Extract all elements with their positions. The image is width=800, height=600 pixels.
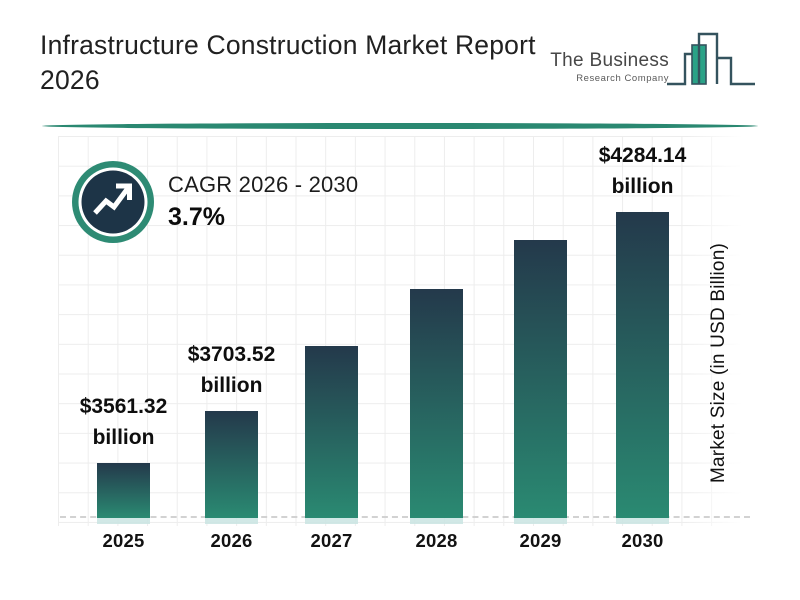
bar-value-unit: billion (92, 426, 155, 449)
bar-2027 (305, 346, 358, 518)
x-axis-label-2029: 2029 (519, 530, 562, 551)
bar-reflection-2028 (410, 518, 463, 524)
trend-up-arrow-icon (93, 183, 132, 215)
bar-value-amount: $3561.32 (79, 395, 168, 418)
bar-2030 (616, 212, 669, 518)
x-axis-label-2030: 2030 (621, 530, 664, 551)
logo-subtext: Research Company (576, 73, 669, 84)
bar-2025 (97, 463, 150, 518)
bar-reflection-2026 (205, 518, 258, 524)
grid-fade (686, 136, 756, 526)
bar-value-amount: $4284.14 (598, 144, 687, 167)
cagr-value: 3.7% (168, 203, 225, 231)
bar-value-label-2025: $3561.32 billion (39, 391, 209, 453)
bar-2026 (205, 411, 258, 518)
y-axis-label: Market Size (in USD Billion) (708, 243, 729, 483)
page-title: Infrastructure Construction Market Repor… (40, 28, 600, 98)
divider-line (42, 123, 758, 129)
page-title-line1: Infrastructure Construction Market Repor… (40, 30, 536, 60)
bar-reflection-2025 (97, 518, 150, 524)
bar-value-label-2026: $3703.52 billion (147, 339, 317, 401)
bar-value-label-2030: $4284.14 billion (558, 140, 728, 202)
bar-2028 (410, 289, 463, 518)
logo-bars-icon (667, 32, 755, 86)
x-axis-baseline (60, 516, 750, 518)
x-axis-label-2028: 2028 (415, 530, 458, 551)
bar-reflection-2030 (616, 518, 669, 524)
bar-reflection-2029 (514, 518, 567, 524)
company-logo: The Business Research Company (550, 26, 759, 110)
cagr-period-label: CAGR 2026 - 2030 (168, 172, 359, 197)
bar-value-unit: billion (611, 175, 674, 198)
bar-reflection-2027 (305, 518, 358, 524)
bar-value-unit: billion (200, 374, 263, 397)
x-axis-label-2027: 2027 (310, 530, 353, 551)
bar-value-amount: $3703.52 (187, 343, 276, 366)
logo-name-text: The Business (550, 50, 669, 71)
page-title-line2: 2026 (40, 64, 100, 95)
x-axis-label-2025: 2025 (102, 530, 145, 551)
cagr-badge (72, 161, 154, 243)
x-axis-label-2026: 2026 (210, 530, 253, 551)
bar-2029 (514, 240, 567, 518)
